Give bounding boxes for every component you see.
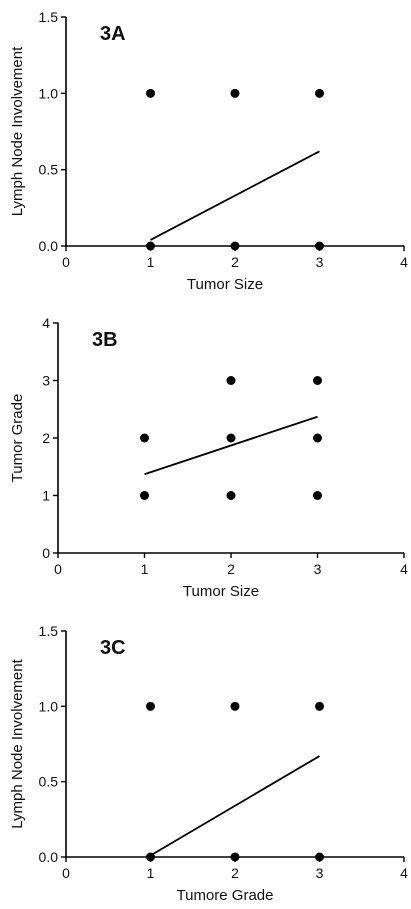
y-tick-label: 1.5	[39, 9, 59, 25]
data-point	[140, 433, 149, 443]
data-point	[146, 241, 155, 251]
data-point	[230, 88, 240, 98]
x-tick-label: 1	[141, 561, 149, 577]
y-tick-label: 2	[42, 430, 50, 446]
x-tick-label: 4	[400, 561, 408, 577]
panel-tag: 3C	[100, 637, 126, 659]
data-point	[230, 701, 240, 711]
data-point	[146, 852, 155, 862]
data-point	[226, 491, 236, 500]
y-tick-label: 3	[42, 373, 50, 389]
y-tick-label: 0.5	[39, 162, 59, 178]
data-point	[315, 241, 324, 251]
y-tick-label: 0.5	[39, 774, 59, 790]
y-tick-label: 1	[42, 488, 50, 504]
chart-3a: 0 1 2 3 4 0.0 0.5 1.0 1.5 Tumor Size Lymph Node In…	[9, 9, 408, 293]
chart-3c: 0 1 2 3 4 0.0 0.5 1.0 1.5 Tumore Grade Lymph Node …	[9, 623, 408, 904]
data-point	[146, 701, 155, 711]
data-point	[313, 491, 322, 500]
x-axis-label: Tumor Size	[183, 583, 259, 600]
x-tick-label: 4	[400, 254, 408, 270]
x-tick-label: 3	[316, 865, 324, 881]
x-axis-label: Tumor Size	[187, 276, 263, 293]
data-point	[230, 852, 240, 862]
regression-line	[144, 415, 318, 476]
y-tick-label: 1.0	[39, 85, 59, 101]
x-tick-label: 2	[227, 561, 235, 577]
data-point	[315, 701, 324, 711]
data-point	[226, 433, 236, 443]
x-axis-label: Tumore Grade	[177, 887, 274, 904]
y-tick-label: 0	[42, 545, 50, 561]
data-point	[230, 241, 240, 251]
x-tick-label: 3	[314, 561, 322, 577]
x-tick-label: 0	[62, 865, 70, 881]
x-tick-label: 0	[62, 254, 70, 270]
data-point	[140, 491, 149, 500]
data-point	[146, 88, 155, 98]
x-tick-label: 1	[147, 865, 155, 881]
data-point	[226, 376, 236, 385]
regression-line	[150, 755, 320, 857]
data-point	[315, 88, 324, 98]
panel-tag: 3A	[100, 23, 126, 45]
y-tick-label: 0.0	[39, 849, 59, 865]
regression-line	[150, 150, 320, 241]
x-tick-label: 2	[231, 254, 239, 270]
data-point	[313, 433, 322, 443]
y-axis-label: Tumor Grade	[9, 394, 26, 483]
x-tick-label: 4	[400, 865, 408, 881]
y-tick-label: 4	[42, 315, 50, 331]
y-tick-label: 1.0	[39, 698, 59, 714]
y-axis-label: Lymph Node Involvement	[9, 46, 26, 216]
chart-3b: 0 1 2 3 4 0 1 2 3 4 Tumor Size Tumor Grade 3B	[9, 315, 408, 600]
y-tick-label: 0.0	[39, 238, 59, 254]
y-axis-label: Lymph Node Involvement	[9, 658, 26, 828]
y-tick-label: 1.5	[39, 623, 59, 639]
panel-tag: 3B	[92, 329, 118, 351]
data-point	[313, 376, 322, 385]
x-tick-label: 2	[231, 865, 239, 881]
data-point	[315, 852, 324, 862]
x-tick-label: 1	[147, 254, 155, 270]
x-tick-label: 0	[54, 561, 62, 577]
x-tick-label: 3	[316, 254, 324, 270]
